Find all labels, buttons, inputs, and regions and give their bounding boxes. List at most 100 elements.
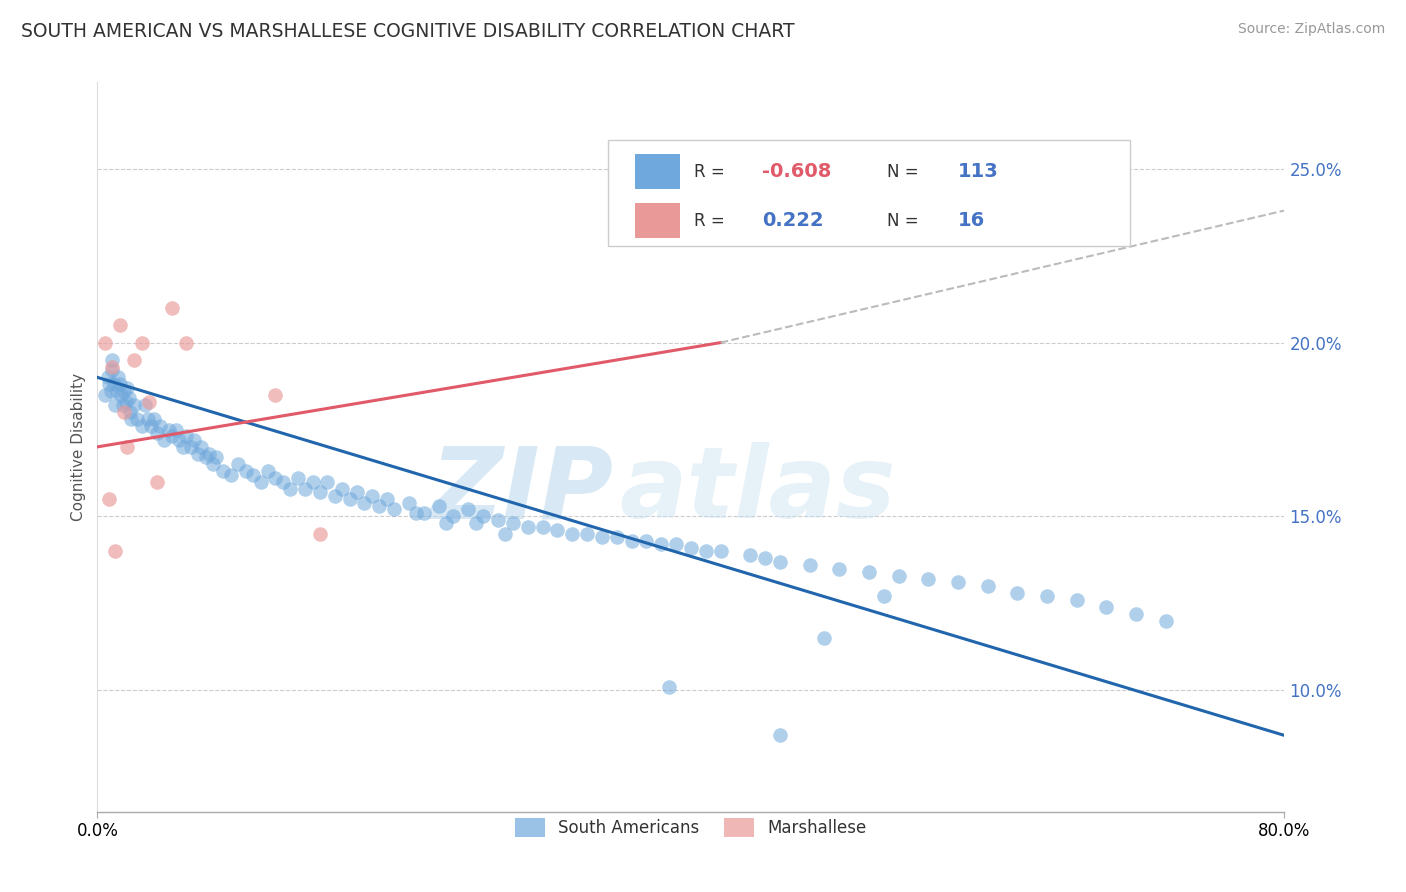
Point bbox=[1066, 592, 1088, 607]
Point bbox=[110, 388, 132, 402]
Point bbox=[405, 506, 427, 520]
Text: R =: R = bbox=[695, 211, 735, 230]
Point bbox=[190, 440, 212, 454]
Point bbox=[427, 499, 450, 513]
Text: -0.608: -0.608 bbox=[762, 162, 831, 181]
Point bbox=[136, 412, 159, 426]
Point bbox=[946, 575, 969, 590]
Text: Source: ZipAtlas.com: Source: ZipAtlas.com bbox=[1237, 22, 1385, 37]
Point bbox=[353, 495, 375, 509]
Bar bbox=[636, 203, 681, 238]
Text: N =: N = bbox=[887, 162, 924, 180]
Point bbox=[472, 509, 495, 524]
Text: atlas: atlas bbox=[620, 442, 896, 539]
Point bbox=[576, 526, 599, 541]
Point bbox=[398, 495, 420, 509]
Point bbox=[1007, 586, 1029, 600]
Point bbox=[103, 377, 125, 392]
Point bbox=[153, 433, 176, 447]
Bar bbox=[636, 154, 681, 189]
Point bbox=[917, 572, 939, 586]
Point bbox=[887, 568, 910, 582]
Point bbox=[160, 429, 183, 443]
Text: ZIP: ZIP bbox=[430, 442, 614, 539]
FancyBboxPatch shape bbox=[607, 140, 1130, 246]
Text: 113: 113 bbox=[957, 162, 998, 181]
Point bbox=[316, 475, 339, 489]
Point bbox=[157, 423, 180, 437]
Point bbox=[176, 335, 198, 350]
Point bbox=[561, 526, 583, 541]
Point bbox=[309, 485, 332, 500]
Point bbox=[124, 398, 146, 412]
Point bbox=[754, 551, 776, 566]
Point bbox=[695, 544, 717, 558]
Point bbox=[858, 565, 880, 579]
Text: N =: N = bbox=[887, 211, 929, 230]
Y-axis label: Cognitive Disability: Cognitive Disability bbox=[72, 373, 86, 521]
Point bbox=[100, 384, 122, 399]
Point bbox=[309, 526, 332, 541]
Point bbox=[101, 363, 124, 377]
Point bbox=[620, 533, 643, 548]
Point bbox=[873, 590, 896, 604]
Point bbox=[145, 425, 167, 440]
Point bbox=[443, 509, 465, 524]
Point bbox=[709, 214, 731, 228]
Point bbox=[131, 419, 153, 434]
Point bbox=[107, 370, 129, 384]
Point bbox=[294, 482, 316, 496]
Point bbox=[131, 335, 153, 350]
Text: 0.222: 0.222 bbox=[762, 211, 824, 230]
Point bbox=[494, 526, 516, 541]
Point bbox=[180, 440, 202, 454]
Point bbox=[278, 482, 301, 496]
Point bbox=[226, 457, 249, 471]
Point bbox=[121, 412, 143, 426]
Point bbox=[134, 398, 156, 412]
Point bbox=[813, 631, 835, 645]
Point bbox=[799, 558, 821, 572]
Point bbox=[339, 491, 361, 506]
Point bbox=[658, 680, 681, 694]
Point bbox=[111, 398, 134, 412]
Point bbox=[165, 423, 187, 437]
Point bbox=[665, 537, 688, 551]
Point bbox=[769, 555, 792, 569]
Point bbox=[486, 513, 509, 527]
Point bbox=[264, 388, 287, 402]
Point bbox=[108, 377, 131, 392]
Point bbox=[709, 544, 731, 558]
Point bbox=[187, 447, 209, 461]
Point bbox=[94, 335, 117, 350]
Point bbox=[172, 440, 194, 454]
Point bbox=[368, 499, 391, 513]
Point bbox=[197, 447, 219, 461]
Point bbox=[105, 384, 128, 399]
Point bbox=[769, 728, 792, 742]
Point bbox=[205, 450, 228, 465]
Point bbox=[104, 398, 127, 412]
Point bbox=[219, 467, 242, 482]
Point bbox=[194, 450, 217, 465]
Point bbox=[740, 548, 762, 562]
Point bbox=[242, 467, 264, 482]
Point bbox=[124, 353, 146, 368]
Point bbox=[1125, 607, 1147, 621]
Point bbox=[1154, 614, 1177, 628]
Point bbox=[249, 475, 271, 489]
Point bbox=[118, 405, 141, 419]
Point bbox=[108, 318, 131, 333]
Text: SOUTH AMERICAN VS MARSHALLESE COGNITIVE DISABILITY CORRELATION CHART: SOUTH AMERICAN VS MARSHALLESE COGNITIVE … bbox=[21, 22, 794, 41]
Point bbox=[650, 537, 672, 551]
Point bbox=[212, 464, 235, 478]
Point bbox=[287, 471, 309, 485]
Point bbox=[112, 405, 135, 419]
Point bbox=[323, 489, 346, 503]
Point bbox=[412, 506, 434, 520]
Point bbox=[98, 377, 121, 392]
Point bbox=[679, 541, 702, 555]
Point bbox=[330, 482, 353, 496]
Point bbox=[104, 544, 127, 558]
Point bbox=[264, 471, 287, 485]
